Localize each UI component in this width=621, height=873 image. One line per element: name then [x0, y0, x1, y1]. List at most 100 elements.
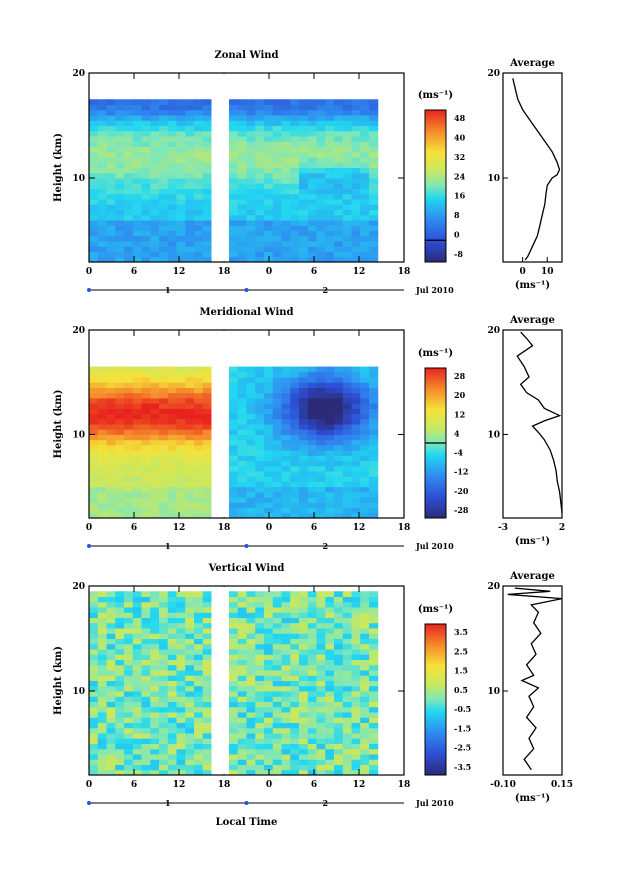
- heatmap-cell: [115, 722, 125, 729]
- heatmap-cell: [124, 151, 134, 158]
- heatmap-cell: [141, 125, 151, 132]
- heatmap-cell: [325, 743, 335, 750]
- heatmap-cell: [281, 759, 291, 765]
- heatmap-cell: [185, 643, 195, 650]
- heatmap-cell: [202, 743, 212, 750]
- heatmap-cell: [124, 622, 134, 629]
- heatmap-cell: [351, 188, 361, 195]
- heatmap-cell: [246, 748, 256, 755]
- heatmap-cell: [290, 183, 300, 189]
- profile-x-tick-label: -3: [498, 523, 508, 533]
- heatmap-cell: [255, 717, 265, 723]
- heatmap-cell: [115, 125, 125, 132]
- heatmap-cell: [124, 471, 134, 477]
- heatmap-cell: [115, 706, 125, 713]
- day-label: 1: [165, 798, 171, 808]
- heatmap-cell: [106, 125, 116, 132]
- heatmap-cell: [255, 167, 265, 174]
- heatmap-cell: [351, 706, 361, 713]
- heatmap-cell: [299, 162, 309, 168]
- heatmap-cell: [106, 136, 116, 142]
- heatmap-cell: [360, 178, 370, 184]
- heatmap-cell: [194, 596, 204, 603]
- heatmap-cell: [255, 429, 265, 435]
- heatmap-cell: [194, 743, 204, 750]
- heatmap-cell: [299, 502, 309, 509]
- heatmap-cell: [351, 220, 361, 226]
- heatmap-cell: [159, 109, 169, 116]
- heatmap-cell: [272, 691, 282, 697]
- heatmap-cell: [141, 512, 151, 519]
- heatmap-cell: [281, 754, 291, 760]
- heatmap-cell: [342, 691, 352, 697]
- heatmap-cell: [141, 162, 151, 168]
- heatmap-cell: [237, 649, 247, 655]
- heatmap-cell: [281, 246, 291, 252]
- heatmap-cell: [194, 622, 204, 629]
- heatmap-cell: [229, 460, 239, 467]
- heatmap-cell: [316, 471, 326, 477]
- colorbar-label: 20: [454, 390, 466, 400]
- heatmap-cell: [237, 476, 247, 482]
- heatmap-cell: [124, 172, 134, 179]
- heatmap-cell: [115, 130, 125, 137]
- heatmap-cell: [369, 497, 379, 503]
- heatmap-cell: [176, 413, 186, 420]
- heatmap-cell: [299, 214, 309, 221]
- heatmap-cell: [194, 481, 204, 488]
- heatmap-cell: [255, 162, 265, 168]
- heatmap-cell: [115, 617, 125, 624]
- heatmap-cell: [342, 727, 352, 734]
- heatmap-cell: [124, 183, 134, 189]
- heatmap-cell: [97, 392, 107, 399]
- heatmap-cell: [246, 141, 256, 147]
- heatmap-cell: [202, 764, 212, 771]
- heatmap-cell: [290, 230, 300, 237]
- heatmap-cell: [342, 125, 352, 132]
- heatmap-cell: [167, 460, 177, 467]
- heatmap-cell: [194, 601, 204, 608]
- heatmap-cell: [97, 607, 107, 613]
- heatmap-cell: [132, 633, 142, 639]
- heatmap-cell: [281, 251, 291, 258]
- heatmap-cell: [229, 256, 239, 263]
- heatmap-cell: [264, 429, 274, 435]
- heatmap-cell: [255, 628, 265, 634]
- heatmap-cell: [89, 727, 99, 734]
- heatmap-cell: [290, 157, 300, 163]
- heatmap-cell: [246, 178, 256, 184]
- heatmap-cell: [307, 502, 317, 509]
- heatmap-cell: [106, 146, 116, 153]
- heatmap-cell: [141, 246, 151, 252]
- heatmap-cell: [115, 612, 125, 618]
- heatmap-cell: [106, 241, 116, 247]
- heatmap-cell: [351, 230, 361, 237]
- heatmap-cell: [97, 387, 107, 394]
- heatmap-cell: [272, 408, 282, 415]
- heatmap-cell: [229, 685, 239, 692]
- heatmap-cell: [290, 696, 300, 702]
- heatmap-cell: [97, 418, 107, 425]
- heatmap-cell: [167, 649, 177, 655]
- heatmap-cell: [334, 764, 344, 771]
- heatmap-cell: [272, 151, 282, 158]
- heatmap-cell: [299, 241, 309, 247]
- heatmap-cell: [115, 512, 125, 519]
- panel-title: Meridional Wind: [199, 307, 293, 318]
- heatmap-cell: [194, 418, 204, 425]
- heatmap-cell: [264, 413, 274, 420]
- heatmap-cell: [159, 712, 169, 718]
- heatmap-cell: [316, 214, 326, 221]
- heatmap-cell: [115, 246, 125, 252]
- heatmap-cell: [264, 444, 274, 451]
- heatmap-cell: [237, 444, 247, 451]
- heatmap-cell: [307, 256, 317, 263]
- heatmap-cell: [132, 476, 142, 482]
- heatmap-cell: [325, 460, 335, 467]
- heatmap-cell: [272, 628, 282, 634]
- heatmap-cell: [369, 706, 379, 713]
- heatmap-cell: [272, 439, 282, 446]
- heatmap-cell: [124, 246, 134, 252]
- heatmap-cell: [334, 617, 344, 624]
- heatmap-cell: [229, 204, 239, 210]
